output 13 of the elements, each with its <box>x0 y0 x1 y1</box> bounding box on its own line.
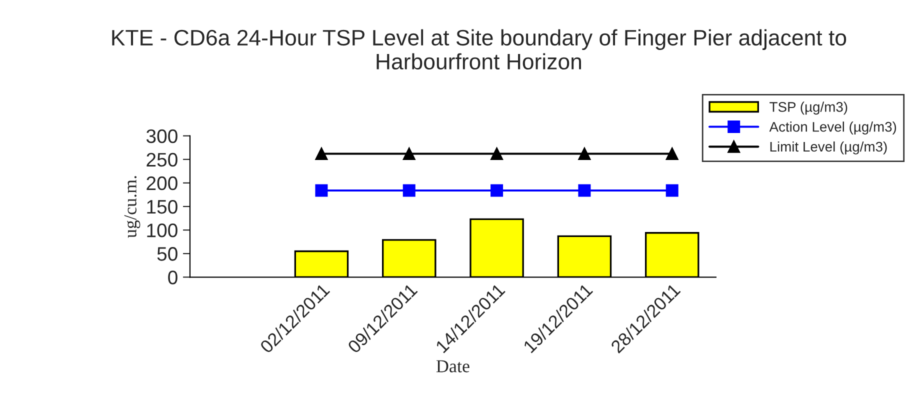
y-tick-label: 50 <box>157 247 178 261</box>
y-tick-label: 200 <box>146 176 178 190</box>
chart-title: KTE - CD6a 24-Hour TSP Level at Site boundary of Finger Pier adjacent to Harbourfront Horizon <box>112 29 846 70</box>
legend-label: TSP (µg/m3) <box>770 102 848 115</box>
y-tick-label: 100 <box>147 224 178 238</box>
y-tick-label: 150 <box>147 200 178 214</box>
y-tick-label: 300 <box>146 129 178 144</box>
legend-label: Action Level (µg/m3) <box>769 122 896 135</box>
y-tick-label: 250 <box>146 152 178 167</box>
y-tick-label: 0 <box>168 270 178 284</box>
legend-label: Limit Level (µg/m3) <box>770 141 887 154</box>
y-axis-title: ug/cu.m. <box>124 176 140 238</box>
x-axis-title: Date <box>436 360 470 372</box>
